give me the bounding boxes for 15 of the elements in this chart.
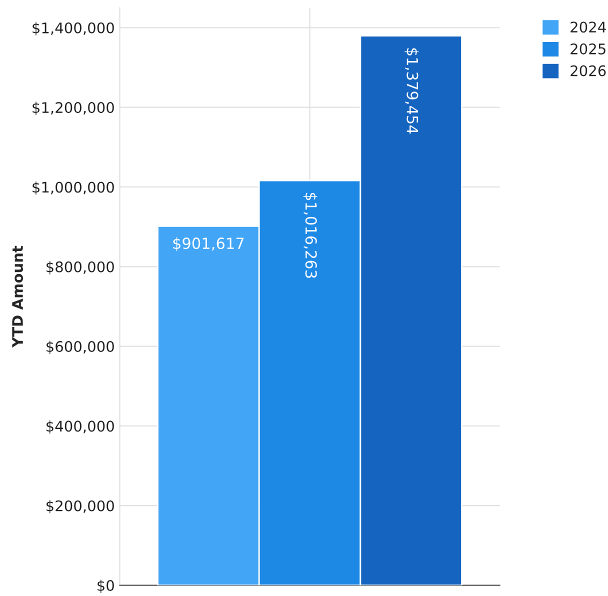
- legend-label: 2025: [570, 43, 606, 54]
- y-tick-label: $400,000: [46, 420, 114, 434]
- y-tick-label: $1,200,000: [32, 102, 114, 116]
- legend-label: 2024: [570, 22, 606, 33]
- y-tick-label: $1,400,000: [32, 22, 114, 36]
- y-tick-label: $1,000,000: [32, 181, 114, 195]
- y-tick-label: $600,000: [46, 340, 114, 354]
- data-label: $1,016,263: [303, 192, 318, 278]
- legend-label: 2026: [570, 65, 606, 76]
- y-tick-label: $800,000: [46, 261, 114, 274]
- y-tick-label: $200,000: [46, 500, 114, 514]
- data-label: $901,617: [173, 237, 244, 252]
- data-label: $1,379,454: [404, 48, 418, 134]
- y-axis-title: YTD Amount: [12, 246, 24, 348]
- y-tick-label: $0: [98, 580, 114, 593]
